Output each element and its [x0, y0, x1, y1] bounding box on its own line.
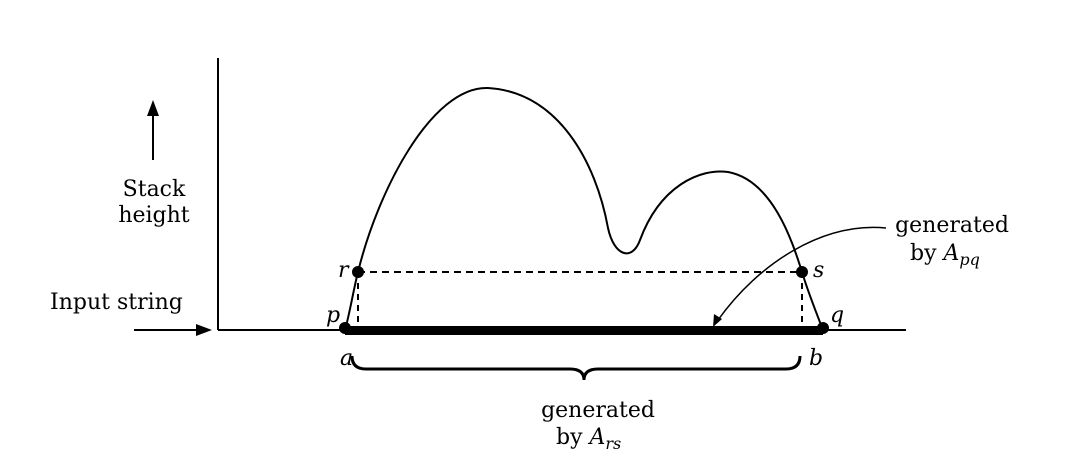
point-s-label: s	[813, 258, 824, 283]
point-b-label: b	[809, 346, 823, 371]
gen-pq-line2: by Apq	[910, 241, 980, 269]
input-string-label: Input string	[50, 290, 183, 315]
point-a-label: a	[340, 346, 353, 371]
point-q-dot	[817, 322, 829, 334]
curly-brace	[350, 355, 802, 381]
point-q-label: q	[830, 303, 844, 328]
input-segment-bar	[345, 326, 823, 335]
gen-rs-line1: generated	[541, 398, 655, 423]
point-r-label: r	[338, 258, 350, 283]
point-r-dot	[352, 266, 364, 278]
gen-rs-by: by	[556, 425, 590, 450]
stack-arrow-head-icon	[147, 100, 159, 116]
gen-rs-sub: rs	[605, 434, 621, 453]
point-p-dot	[339, 322, 351, 334]
stack-label-line2: height	[118, 203, 189, 228]
point-p-label: p	[326, 303, 340, 328]
stack-curve	[344, 86, 824, 331]
pointer-arrow-head-icon	[713, 314, 722, 327]
gen-pq-sub: pq	[959, 250, 979, 269]
gen-pq-by: by	[910, 241, 944, 266]
point-s-dot	[796, 266, 808, 278]
input-arrow-head-icon	[196, 324, 212, 336]
stack-label-line1: Stack	[123, 177, 186, 202]
gen-rs-var: A	[588, 425, 606, 450]
gen-rs-line2: by Ars	[556, 425, 621, 453]
pointer-arrow-curve	[717, 226, 887, 321]
gen-pq-var: A	[942, 241, 960, 266]
gen-pq-line1: generated	[895, 213, 1009, 238]
